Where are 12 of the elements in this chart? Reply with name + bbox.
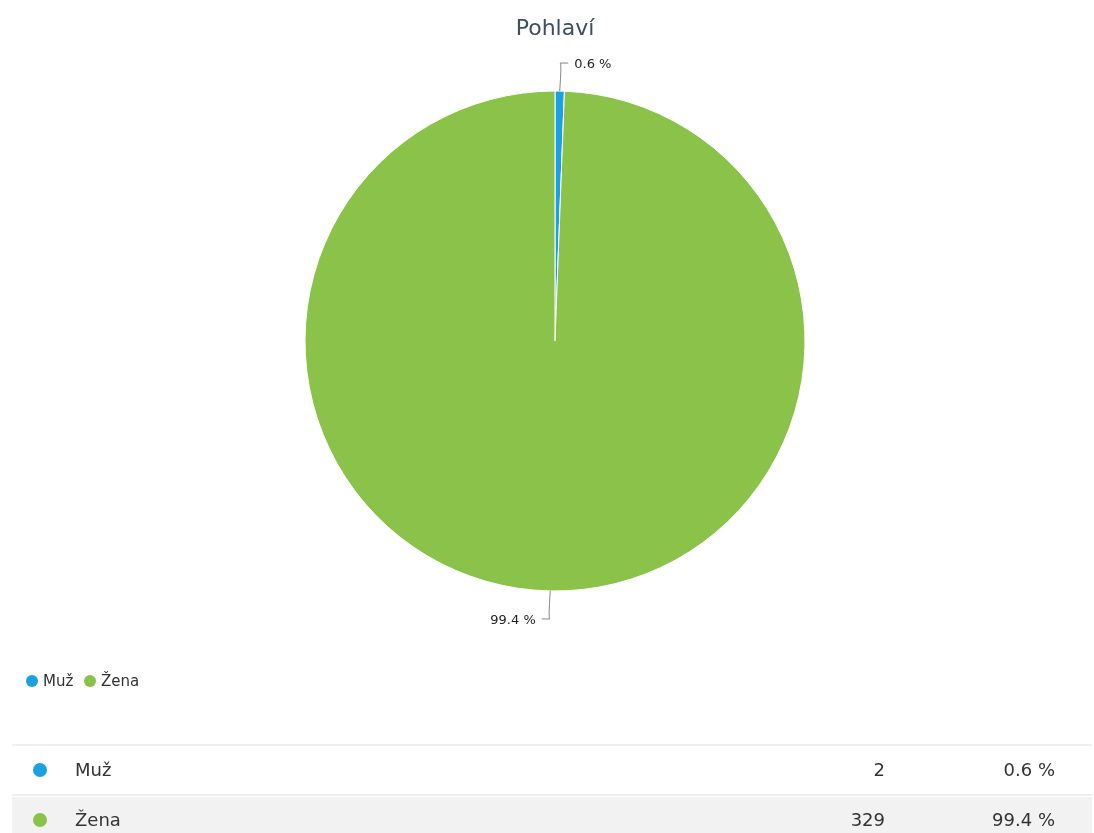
text: 0.6 %: [1003, 759, 1055, 781]
data-label: 329: [850, 809, 885, 831]
category-label: Žena: [75, 809, 121, 831]
data-label: 2: [873, 759, 885, 781]
text: 99.4 %: [992, 809, 1055, 831]
legend-label: Muž: [43, 672, 74, 691]
category-label: Muž: [75, 759, 112, 781]
legend-label: Žena: [101, 671, 140, 691]
pie-slice: [304, 90, 806, 592]
data-label: 99.4 %: [490, 611, 536, 627]
data-label: 0.6 %: [574, 55, 612, 71]
chart-title: Pohlaví: [515, 14, 596, 40]
